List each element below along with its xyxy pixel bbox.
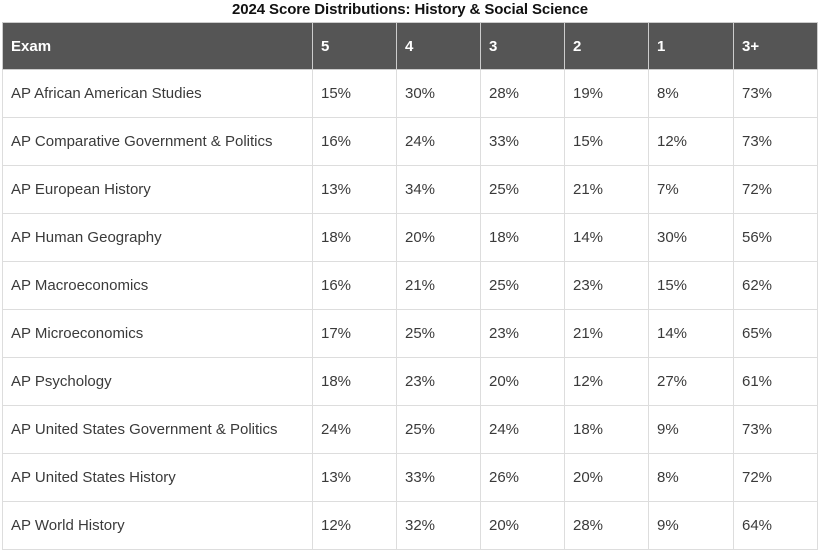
score-3-cell: 24%	[480, 405, 565, 454]
exam-name-cell: AP World History	[2, 501, 313, 550]
score-5-cell: 18%	[312, 213, 397, 262]
score-2-cell: 20%	[564, 453, 649, 502]
score-4-cell: 25%	[396, 309, 481, 358]
exam-name-cell: AP Microeconomics	[2, 309, 313, 358]
column-header-score-5: 5	[312, 22, 397, 70]
table-title: 2024 Score Distributions: History & Soci…	[232, 1, 588, 18]
score-2-cell: 28%	[564, 501, 649, 550]
score-3-plus-cell: 73%	[733, 117, 818, 166]
exam-name-cell: AP Psychology	[2, 357, 313, 406]
score-4-cell: 34%	[396, 165, 481, 214]
score-3-cell: 28%	[480, 69, 565, 118]
table-header: Exam 5 4 3 2 1 3+	[2, 22, 818, 70]
exam-name-cell: AP Human Geography	[2, 213, 313, 262]
score-5-cell: 12%	[312, 501, 397, 550]
score-3-cell: 26%	[480, 453, 565, 502]
exam-name-cell: AP United States Government & Politics	[2, 405, 313, 454]
score-3-plus-cell: 65%	[733, 309, 818, 358]
score-4-cell: 33%	[396, 453, 481, 502]
score-3-cell: 20%	[480, 501, 565, 550]
column-header-exam: Exam	[2, 22, 313, 70]
table-row: AP African American Studies 15% 30% 28% 19% 8…	[2, 69, 818, 118]
score-2-cell: 12%	[564, 357, 649, 406]
score-1-cell: 12%	[648, 117, 734, 166]
score-1-cell: 9%	[648, 501, 734, 550]
table-row: AP United States Government & Politics 24…	[2, 405, 818, 454]
score-3-cell: 33%	[480, 117, 565, 166]
score-3-cell: 23%	[480, 309, 565, 358]
exam-name-cell: AP United States History	[2, 453, 313, 502]
score-3-cell: 25%	[480, 165, 565, 214]
score-3-cell: 25%	[480, 261, 565, 310]
score-3-plus-cell: 72%	[733, 165, 818, 214]
score-3-plus-cell: 56%	[733, 213, 818, 262]
score-3-plus-cell: 73%	[733, 69, 818, 118]
score-3-plus-cell: 64%	[733, 501, 818, 550]
score-1-cell: 27%	[648, 357, 734, 406]
score-2-cell: 23%	[564, 261, 649, 310]
score-3-cell: 18%	[480, 213, 565, 262]
table-row: AP World History 12% 32% 20% 28% 9% 64%	[2, 501, 818, 550]
exam-name-cell: AP Macroeconomics	[2, 261, 313, 310]
table-row: AP Macroeconomics 16% 21% 25% 23% 15% 62%	[2, 261, 818, 310]
score-1-cell: 15%	[648, 261, 734, 310]
header-row: Exam 5 4 3 2 1 3+	[2, 22, 818, 70]
score-1-cell: 9%	[648, 405, 734, 454]
score-2-cell: 19%	[564, 69, 649, 118]
score-4-cell: 21%	[396, 261, 481, 310]
table-row: AP United States History 13% 33% 26% 20% 8% 72…	[2, 453, 818, 502]
score-4-cell: 24%	[396, 117, 481, 166]
score-5-cell: 16%	[312, 261, 397, 310]
score-1-cell: 14%	[648, 309, 734, 358]
table-row: AP Microeconomics 17% 25% 23% 21% 14% 65%	[2, 309, 818, 358]
column-header-score-4: 4	[396, 22, 481, 70]
score-5-cell: 15%	[312, 69, 397, 118]
score-2-cell: 21%	[564, 165, 649, 214]
score-2-cell: 14%	[564, 213, 649, 262]
score-5-cell: 24%	[312, 405, 397, 454]
table-row: AP European History 13% 34% 25% 21% 7% 72%	[2, 165, 818, 214]
score-3-plus-cell: 72%	[733, 453, 818, 502]
score-4-cell: 20%	[396, 213, 481, 262]
score-distribution-table: Exam 5 4 3 2 1 3+ AP African American St…	[2, 22, 818, 550]
score-2-cell: 21%	[564, 309, 649, 358]
score-4-cell: 32%	[396, 501, 481, 550]
score-5-cell: 17%	[312, 309, 397, 358]
score-1-cell: 7%	[648, 165, 734, 214]
score-3-cell: 20%	[480, 357, 565, 406]
column-header-score-2: 2	[564, 22, 649, 70]
score-1-cell: 8%	[648, 453, 734, 502]
column-header-3-plus: 3+	[733, 22, 818, 70]
table-body: AP African American Studies 15% 30% 28% 19% 8…	[2, 69, 818, 550]
score-4-cell: 25%	[396, 405, 481, 454]
table-row: AP Human Geography 18% 20% 18% 14% 30% 56%	[2, 213, 818, 262]
score-5-cell: 18%	[312, 357, 397, 406]
score-5-cell: 16%	[312, 117, 397, 166]
exam-name-cell: AP African American Studies	[2, 69, 313, 118]
exam-name-cell: AP Comparative Government & Politics	[2, 117, 313, 166]
column-header-score-1: 1	[648, 22, 734, 70]
score-2-cell: 18%	[564, 405, 649, 454]
score-5-cell: 13%	[312, 453, 397, 502]
score-3-plus-cell: 73%	[733, 405, 818, 454]
exam-name-cell: AP European History	[2, 165, 313, 214]
column-header-score-3: 3	[480, 22, 565, 70]
score-1-cell: 8%	[648, 69, 734, 118]
score-3-plus-cell: 61%	[733, 357, 818, 406]
score-4-cell: 23%	[396, 357, 481, 406]
table-row: AP Psychology 18% 23% 20% 12% 27% 61%	[2, 357, 818, 406]
score-2-cell: 15%	[564, 117, 649, 166]
score-3-plus-cell: 62%	[733, 261, 818, 310]
score-4-cell: 30%	[396, 69, 481, 118]
score-1-cell: 30%	[648, 213, 734, 262]
table-row: AP Comparative Government & Politics 16% 2…	[2, 117, 818, 166]
score-5-cell: 13%	[312, 165, 397, 214]
